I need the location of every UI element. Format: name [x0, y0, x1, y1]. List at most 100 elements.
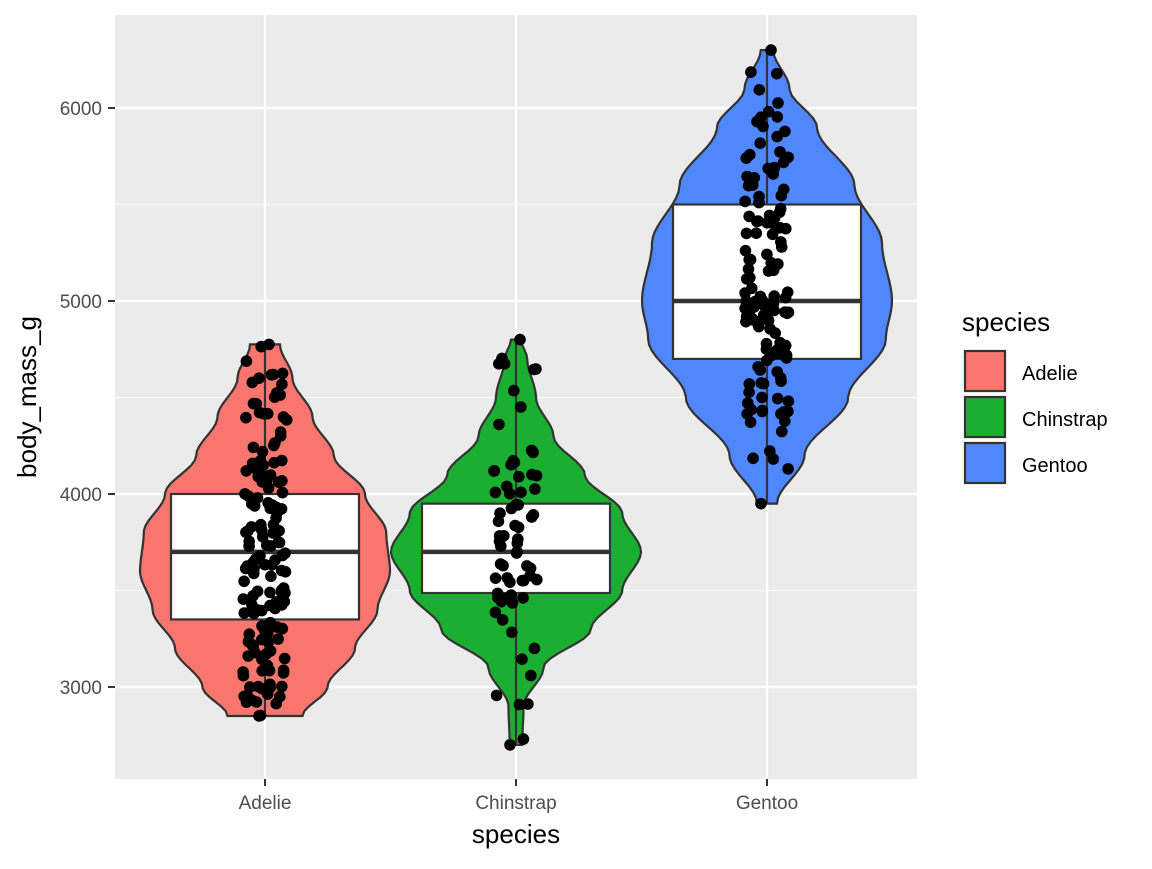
legend-item-gentoo: Gentoo: [963, 441, 1088, 485]
data-point: [747, 452, 759, 465]
data-point: [256, 620, 268, 632]
data-point: [780, 349, 793, 362]
data-point: [260, 539, 273, 551]
data-point: [251, 604, 264, 616]
data-point: [743, 253, 755, 266]
data-point: [489, 606, 502, 619]
data-point: [267, 518, 280, 531]
data-point: [779, 339, 792, 352]
data-point: [514, 333, 526, 346]
data-point: [766, 228, 779, 241]
data-point: [513, 698, 526, 711]
data-point: [498, 358, 511, 370]
data-point: [772, 97, 784, 109]
data-point: [771, 366, 783, 378]
data-point: [741, 408, 753, 420]
data-point: [271, 621, 284, 633]
data-point: [265, 570, 277, 583]
data-point: [239, 488, 251, 500]
data-point: [782, 395, 795, 408]
data-point: [237, 669, 250, 682]
data-point: [771, 111, 784, 123]
data-point: [247, 590, 259, 602]
data-point: [779, 291, 792, 304]
data-point: [496, 614, 509, 626]
data-point: [265, 369, 278, 381]
data-point: [525, 669, 537, 682]
data-point: [521, 560, 533, 572]
data-point: [771, 67, 783, 80]
data-point: [508, 384, 520, 397]
data-point: [751, 115, 763, 128]
data-point: [757, 309, 770, 322]
data-point: [495, 595, 508, 608]
data-point: [263, 338, 275, 351]
y-tick-label: 6000: [60, 99, 102, 120]
y-axis-title: body_mass_g: [12, 316, 42, 478]
y-axis: 3000 4000 5000 6000: [60, 99, 115, 699]
data-point: [272, 476, 285, 488]
data-point: [782, 306, 795, 319]
data-point: [256, 683, 268, 695]
data-point: [754, 364, 766, 376]
data-point: [240, 526, 252, 539]
data-point: [774, 202, 787, 215]
data-point: [249, 462, 261, 475]
y-tick-label: 3000: [60, 678, 102, 699]
y-tick-label: 4000: [60, 485, 102, 506]
data-point: [241, 560, 254, 572]
data-point: [256, 445, 269, 458]
data-point: [744, 148, 756, 161]
legend-label: Adelie: [1022, 363, 1078, 385]
data-point: [256, 665, 269, 677]
data-point: [247, 441, 260, 454]
legend-swatch: [963, 441, 1007, 485]
data-point: [775, 189, 788, 202]
legend-label: Chinstrap: [1022, 409, 1108, 431]
data-point: [517, 592, 529, 604]
data-point: [756, 294, 769, 307]
data-point: [779, 125, 791, 138]
data-point: [506, 626, 518, 639]
data-point: [742, 263, 755, 275]
data-point: [780, 222, 792, 235]
data-point: [264, 586, 276, 599]
data-point: [528, 642, 541, 655]
data-point: [262, 636, 275, 648]
x-tick-label: Gentoo: [736, 793, 798, 814]
jitter-points: [237, 44, 795, 751]
x-tick-label: Adelie: [239, 793, 292, 814]
data-point: [243, 535, 255, 548]
data-point: [504, 739, 516, 751]
data-point: [782, 463, 794, 475]
x-tick-label: Chinstrap: [475, 793, 556, 814]
data-point: [501, 480, 513, 493]
data-point: [273, 536, 286, 549]
data-point: [754, 137, 766, 149]
data-point: [274, 389, 287, 401]
data-point: [776, 425, 788, 438]
data-point: [743, 386, 755, 399]
data-point: [250, 553, 262, 565]
data-point: [242, 650, 254, 662]
data-point: [740, 273, 753, 285]
data-point: [740, 295, 752, 307]
data-point: [756, 405, 769, 418]
data-point: [272, 633, 284, 645]
data-point: [505, 502, 518, 515]
data-point: [489, 486, 502, 499]
data-point: [753, 196, 765, 209]
data-point: [504, 576, 516, 588]
data-point: [512, 521, 525, 534]
data-point: [739, 195, 751, 208]
data-point: [530, 469, 543, 482]
data-point: [280, 414, 293, 426]
data-point: [515, 401, 527, 413]
data-point: [744, 304, 756, 316]
data-point: [774, 146, 786, 158]
data-point: [240, 411, 252, 424]
data-point: [762, 105, 775, 118]
data-point: [270, 596, 283, 608]
data-point: [267, 527, 279, 539]
legend: species Adelie Chinstrap Gentoo: [962, 307, 1108, 485]
